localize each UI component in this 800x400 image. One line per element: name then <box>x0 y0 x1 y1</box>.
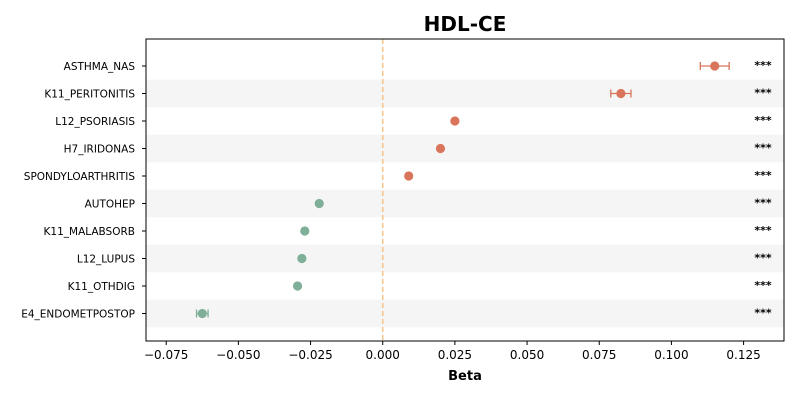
point-marker <box>450 116 460 126</box>
x-tick-label: −0.025 <box>288 348 332 362</box>
y-tick-label: SPONDYLOARTHRITIS <box>24 171 136 183</box>
row-stripe <box>146 244 784 273</box>
plot-frame <box>145 38 785 342</box>
point-marker <box>314 198 324 209</box>
significance-label: *** <box>754 252 772 265</box>
point-marker <box>616 88 626 99</box>
significance-label: *** <box>754 307 772 320</box>
row-stripe <box>146 134 784 163</box>
x-tick-label: 0.050 <box>510 348 544 362</box>
point-marker <box>710 61 720 71</box>
x-tick-label: 0.125 <box>726 348 760 362</box>
x-tick-label: −0.050 <box>216 348 260 362</box>
row-stripe <box>146 189 784 218</box>
point-marker <box>297 253 307 264</box>
y-tick-label: E4_ENDOMETPOSTOP <box>21 309 135 321</box>
significance-label: *** <box>754 197 772 210</box>
point-marker <box>197 308 207 319</box>
significance-label: *** <box>754 87 772 100</box>
x-tick-label: 0.000 <box>366 348 400 362</box>
significance-label: *** <box>754 142 772 155</box>
x-tick-label: −0.075 <box>144 348 188 362</box>
significance-label: *** <box>754 59 772 72</box>
y-tick-label: L12_PSORIASIS <box>55 116 135 128</box>
row-stripe <box>146 299 784 328</box>
y-tick-label: K11_OTHDIG <box>68 281 135 293</box>
y-tick-label: AUTOHEP <box>85 199 135 211</box>
x-tick-label: 0.100 <box>654 348 688 362</box>
row-stripe <box>146 79 784 108</box>
significance-label: *** <box>754 169 772 182</box>
y-tick-label: ASTHMA_NAS <box>64 61 136 73</box>
chart-title: HDL-CE <box>424 12 507 36</box>
x-tick-label: 0.025 <box>438 348 472 362</box>
x-tick-label: 0.075 <box>582 348 616 362</box>
significance-label: *** <box>754 279 772 292</box>
point-marker <box>435 143 446 154</box>
x-axis-label: Beta <box>448 369 482 384</box>
y-tick-label: L12_LUPUS <box>77 254 135 266</box>
point-marker <box>404 171 414 181</box>
significance-label: *** <box>754 224 772 237</box>
y-tick-label: K11_PERITONITIS <box>44 89 135 101</box>
point-marker <box>300 226 310 236</box>
significance-label: *** <box>754 114 772 127</box>
point-marker <box>292 281 303 291</box>
y-tick-label: H7_IRIDONAS <box>64 144 136 156</box>
y-tick-label: K11_MALABSORB <box>44 226 135 238</box>
